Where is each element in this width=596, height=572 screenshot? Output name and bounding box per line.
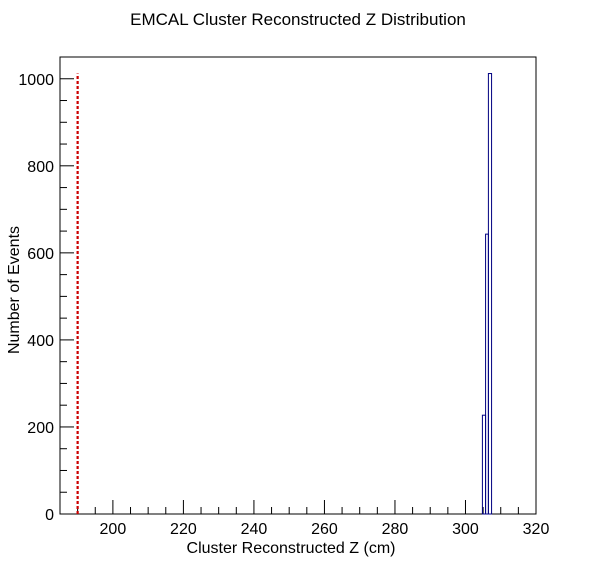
- y-axis-label: Number of Events: [6, 226, 23, 354]
- x-tick-label: 260: [311, 521, 338, 538]
- x-tick-label: 200: [100, 521, 127, 538]
- x-axis-label: Cluster Reconstructed Z (cm): [187, 540, 396, 557]
- y-tick-label: 600: [27, 246, 54, 263]
- plot-border: [59, 56, 537, 515]
- y-tick-label: 200: [27, 420, 54, 437]
- y-tick-label: 800: [27, 159, 54, 176]
- plot-frame: [59, 56, 537, 515]
- histogram-bar: [487, 73, 493, 515]
- y-tick-label: 1000: [18, 72, 54, 89]
- y-tick-label: 0: [45, 507, 54, 524]
- y-axis: 0 200 400 600 800 1000: [18, 56, 74, 524]
- x-tick-label: 280: [382, 521, 409, 538]
- x-axis: 200 220 240 260 280 300 320: [77, 500, 550, 538]
- x-tick-label: 320: [523, 521, 550, 538]
- y-tick-label: 400: [27, 333, 54, 350]
- histogram-bars: [481, 73, 493, 515]
- x-tick-label: 240: [241, 521, 268, 538]
- x-tick-label: 220: [170, 521, 197, 538]
- x-tick-label: 300: [452, 521, 479, 538]
- chart-title: EMCAL Cluster Reconstructed Z Distributi…: [130, 10, 466, 29]
